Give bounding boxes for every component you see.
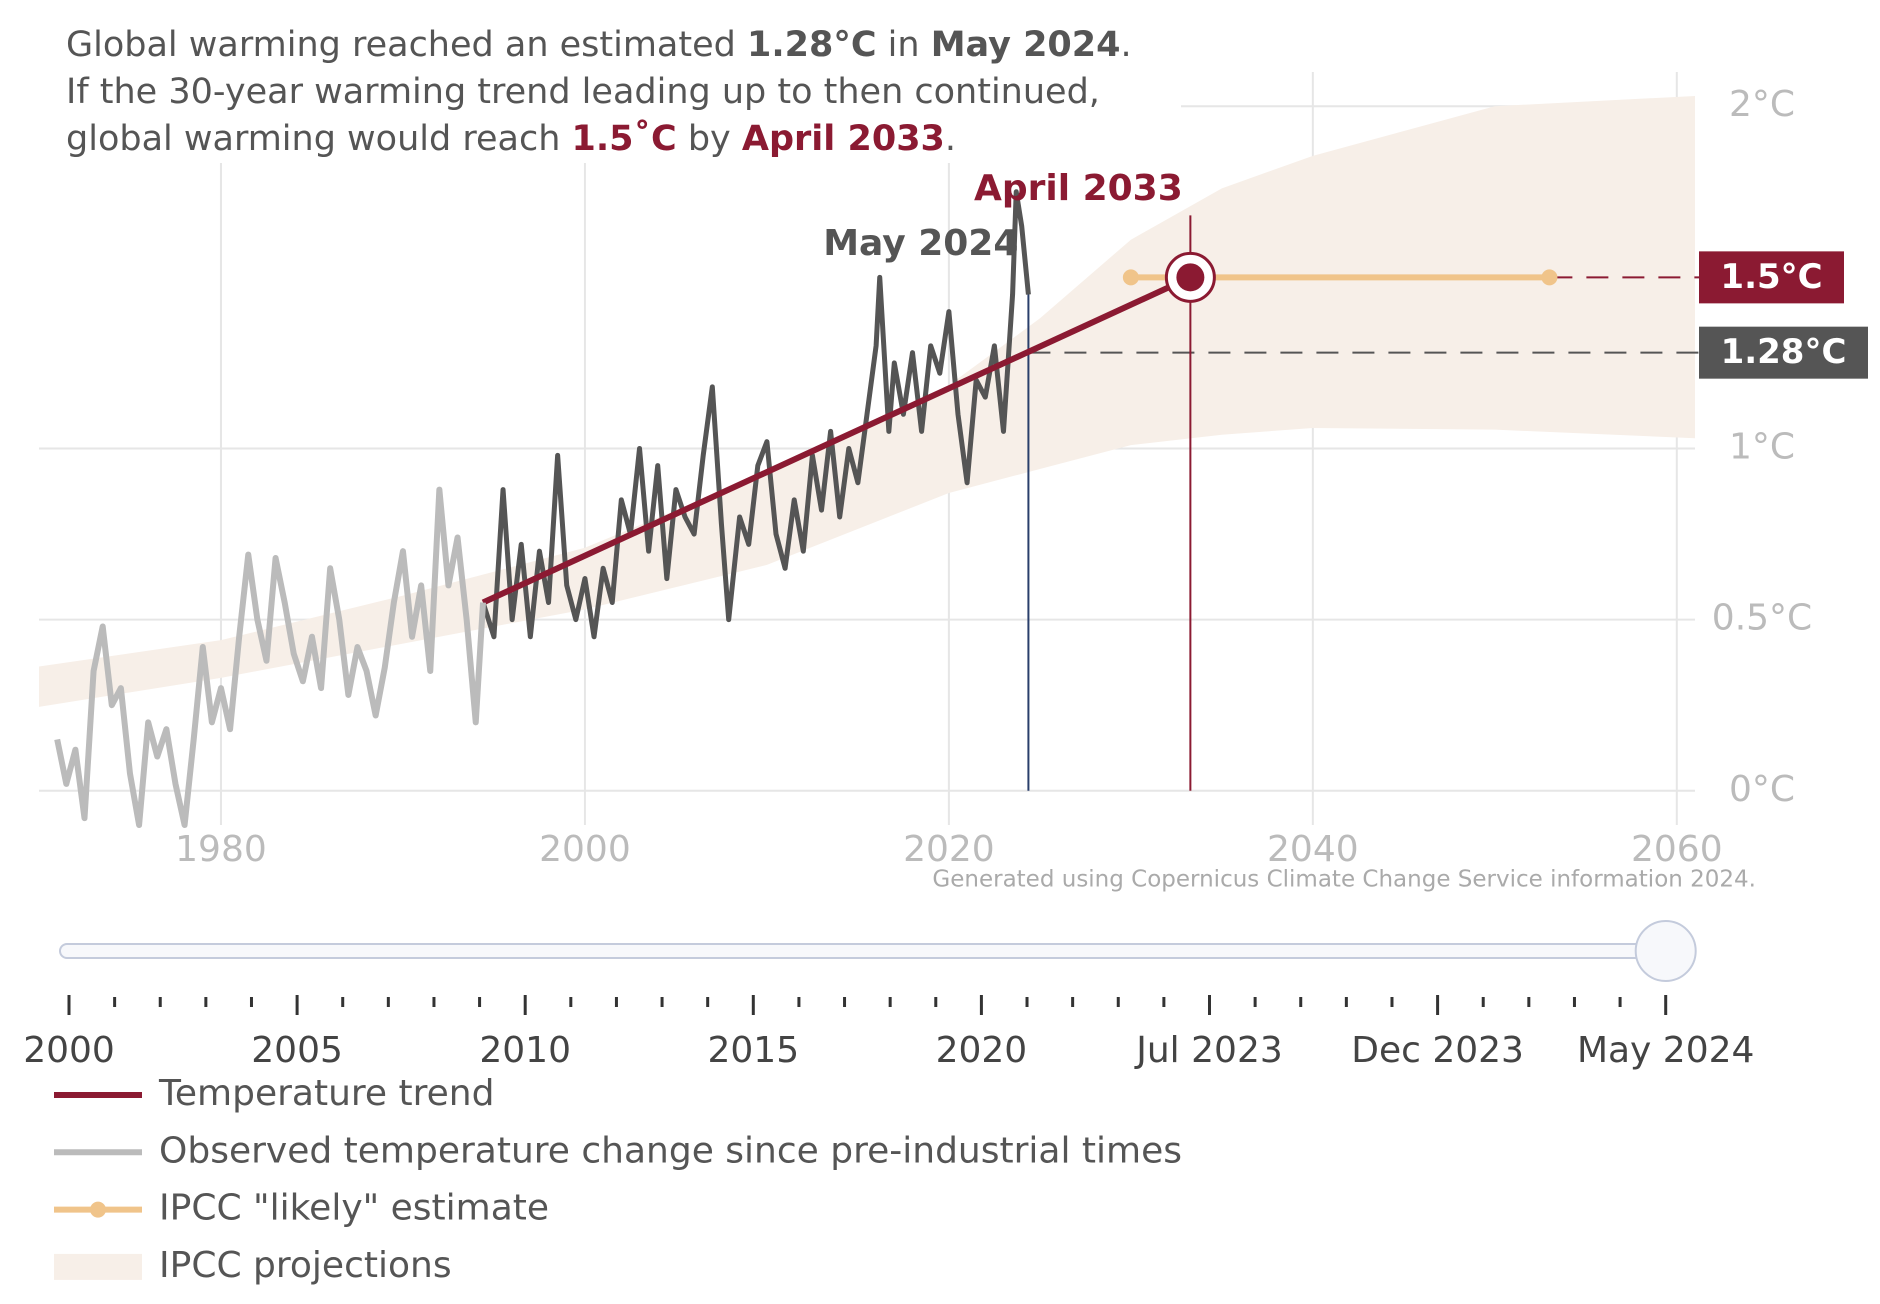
x-tick-label: 2040 <box>1267 829 1359 870</box>
legend-label[interactable]: IPCC "likely" estimate <box>159 1188 549 1229</box>
title-segment: If the 30-year warming trend leading up … <box>66 72 1100 112</box>
title-line: global warming would reach 1.5˚C by Apri… <box>66 118 956 159</box>
x-tick-label: 1980 <box>175 829 267 870</box>
title-segment: May 2024 <box>931 25 1121 65</box>
y-tick-label: 0.5°C <box>1712 598 1812 639</box>
title-line: If the 30-year warming trend leading up … <box>66 72 1100 112</box>
slider-label[interactable]: 2005 <box>251 1030 343 1071</box>
slider-label[interactable]: 2000 <box>23 1030 115 1071</box>
series-dot <box>1541 269 1558 286</box>
marker-dot <box>1176 263 1205 292</box>
title-segment: Global warming reached an estimated <box>66 25 747 65</box>
level-badge-label: 1.28°C <box>1721 332 1847 372</box>
y-tick-label: 0°C <box>1729 769 1795 810</box>
x-tick-label: 2000 <box>539 829 631 870</box>
footnote: Generated using Copernicus Climate Chang… <box>932 867 1756 893</box>
slider-track[interactable] <box>59 943 1682 959</box>
title-segment: . <box>1121 25 1132 65</box>
y-tick-label: 2°C <box>1729 84 1795 125</box>
title-segment: 1.28°C <box>747 25 877 65</box>
slider-label[interactable]: Jul 2023 <box>1134 1030 1283 1071</box>
slider-label[interactable]: 2010 <box>479 1030 571 1071</box>
projection-band <box>39 95 1695 707</box>
slider-label[interactable]: Dec 2023 <box>1351 1030 1524 1071</box>
level-badge <box>1699 251 1844 304</box>
slider-label[interactable]: 2015 <box>707 1030 799 1071</box>
marker-label: May 2024 <box>823 223 1018 264</box>
title-line: Global warming reached an estimated 1.28… <box>66 25 1132 65</box>
series-dot <box>1122 269 1139 286</box>
title-segment: in <box>877 25 931 65</box>
marker-label: April 2033 <box>974 168 1183 209</box>
legend-label[interactable]: IPCC projections <box>159 1245 452 1286</box>
slider-label[interactable]: 2020 <box>936 1030 1028 1071</box>
x-tick-label: 2020 <box>903 829 995 870</box>
y-tick-label: 1°C <box>1729 427 1795 468</box>
series-line <box>480 189 1031 640</box>
title-segment: . <box>945 119 956 159</box>
title-segment: by <box>677 119 742 159</box>
x-tick-label: 2060 <box>1631 829 1723 870</box>
slider-label[interactable]: May 2024 <box>1577 1030 1755 1071</box>
title-segment: global warming would reach <box>66 119 572 159</box>
legend-dot <box>90 1201 106 1218</box>
legend-label[interactable]: Observed temperature change since pre-in… <box>159 1130 1182 1171</box>
level-badge-label: 1.5°C <box>1720 257 1822 297</box>
title-segment: 1.5˚C <box>572 118 677 159</box>
slider-thumb[interactable] <box>1634 920 1697 982</box>
level-badge <box>1699 326 1868 379</box>
series-line <box>481 274 1192 606</box>
legend-swatch <box>54 1253 142 1280</box>
series-line <box>54 486 487 828</box>
title-segment: April 2033 <box>742 119 945 159</box>
legend-label[interactable]: Temperature trend <box>158 1073 494 1114</box>
title-backdrop <box>39 0 1181 163</box>
